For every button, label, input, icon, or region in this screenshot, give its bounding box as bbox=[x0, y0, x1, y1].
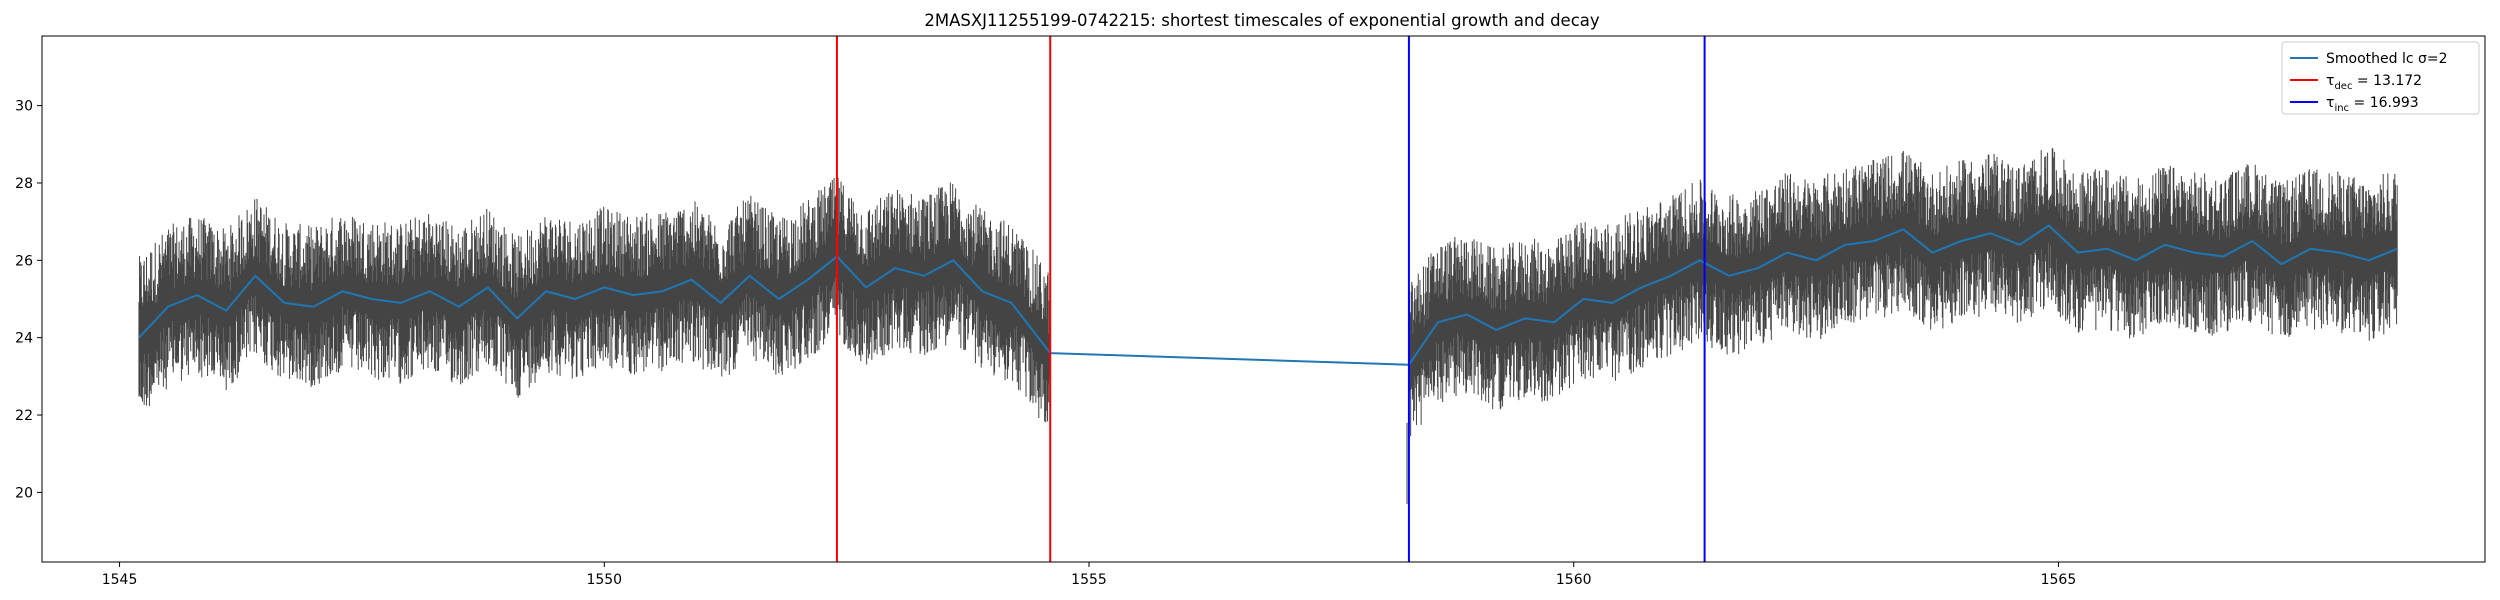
smoothed-series-layer bbox=[138, 224, 2399, 366]
y-tick-label: 30 bbox=[15, 99, 33, 115]
axes-frame bbox=[41, 35, 2486, 563]
x-tick-label: 1565 bbox=[2041, 572, 2077, 588]
x-tick-label: 1545 bbox=[102, 572, 138, 588]
vertical-lines-layer bbox=[835, 36, 1706, 562]
chart-title: 2MASXJ11255199-0742215: shortest timesca… bbox=[924, 11, 1600, 30]
y-tick-label: 20 bbox=[15, 485, 33, 501]
x-tick-label: 1555 bbox=[1071, 572, 1107, 588]
y-tick-label: 28 bbox=[15, 176, 33, 192]
legend-label: Smoothed lc σ=2 bbox=[2326, 51, 2448, 67]
x-tick-label: 1550 bbox=[586, 572, 622, 588]
errorbar-layer bbox=[138, 148, 2398, 504]
errorbars bbox=[138, 148, 2398, 504]
y-tick-label: 24 bbox=[15, 331, 33, 347]
legend: Smoothed lc σ=2 τdec = 13.172 τinc = 16.99… bbox=[2281, 41, 2480, 115]
x-tick-label: 1560 bbox=[1556, 572, 1592, 588]
axes-layer: 1545 1550 1555 1560 1565 20 22 24 26 28 30 bbox=[15, 35, 2486, 588]
legend-label: τinc = 16.993 bbox=[2326, 95, 2419, 114]
y-tick-label: 26 bbox=[15, 253, 33, 269]
legend-frame bbox=[2281, 41, 2480, 115]
legend-label: τdec = 13.172 bbox=[2326, 73, 2422, 92]
y-tick-label: 22 bbox=[15, 408, 33, 424]
smoothed-line bbox=[138, 224, 2399, 366]
